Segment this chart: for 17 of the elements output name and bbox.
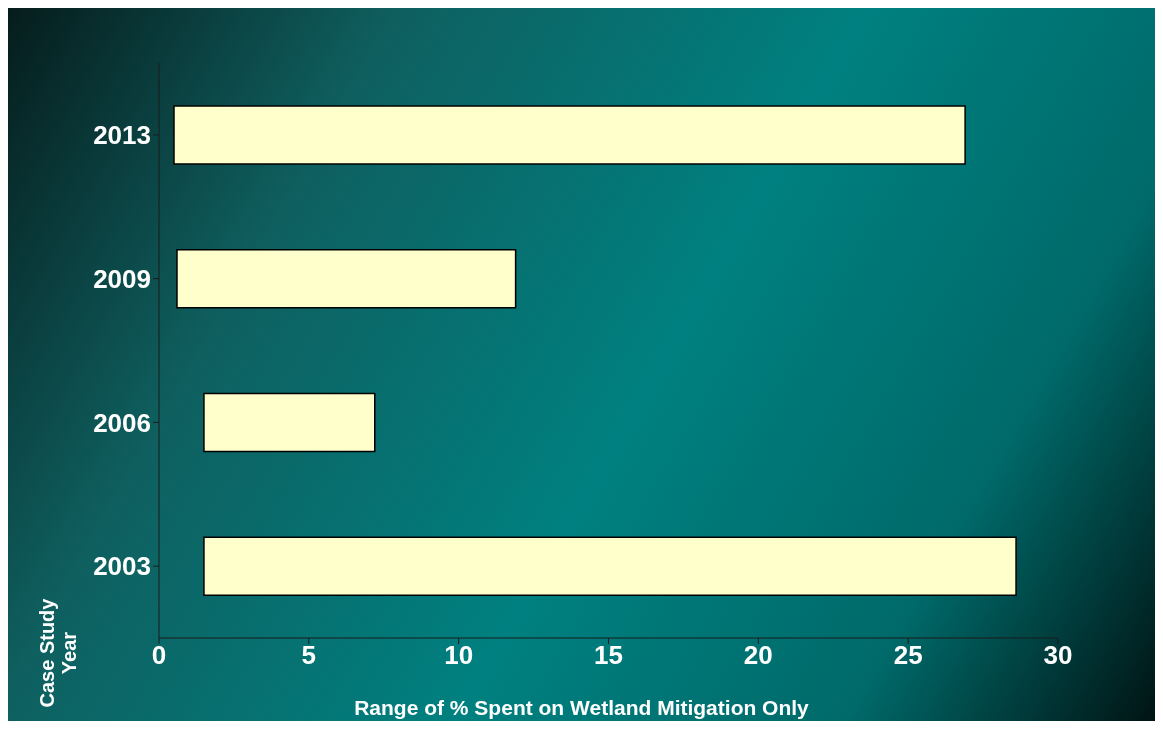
- x-tick-label: 5: [301, 640, 317, 671]
- x-tick-label: 0: [151, 640, 167, 671]
- x-tick-label: 20: [743, 640, 773, 671]
- x-tick-label: 15: [594, 640, 623, 671]
- x-tick-label: 25: [893, 640, 923, 671]
- y-tick-label: 2003: [93, 551, 151, 582]
- y-tick-label: 2013: [93, 120, 151, 151]
- bar: [176, 249, 517, 309]
- y-axis-title: Case Study Year: [36, 597, 80, 710]
- bar: [173, 105, 966, 165]
- x-tick-label: 10: [444, 640, 474, 671]
- y-tick-label: 2006: [93, 407, 151, 438]
- bar: [203, 392, 376, 453]
- x-axis-title: Range of % Spent on Wetland Mitigation Only: [354, 696, 809, 719]
- bar: [203, 536, 1017, 596]
- y-tick-label: 2009: [93, 263, 151, 294]
- x-tick-label: 30: [1043, 640, 1073, 671]
